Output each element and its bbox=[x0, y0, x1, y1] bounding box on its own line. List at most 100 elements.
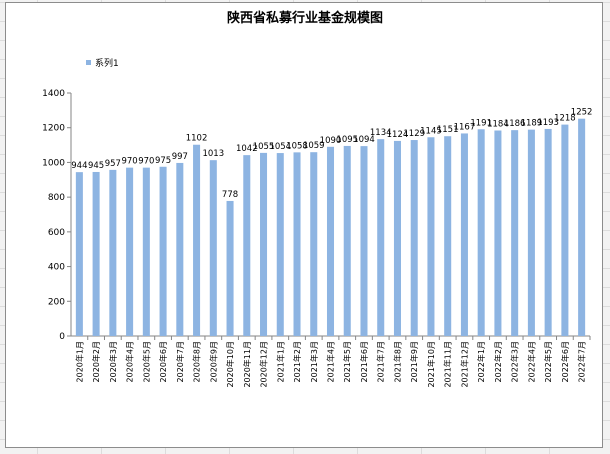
x-tick-label: 2020年5月 bbox=[141, 341, 151, 382]
legend: 系列1 bbox=[86, 57, 119, 69]
bar bbox=[477, 129, 485, 336]
bar bbox=[427, 137, 435, 336]
data-label: 970 bbox=[138, 157, 154, 167]
y-tick-label: 0 bbox=[59, 332, 65, 342]
x-tick-labels: 2020年1月 2020年2月 2020年3月 2020年4月 2020年5月 2020年… bbox=[74, 336, 591, 388]
data-label: 1151 bbox=[437, 125, 459, 135]
data-label: 975 bbox=[155, 156, 171, 166]
bar bbox=[92, 171, 100, 336]
x-tick-label: 2020年8月 bbox=[192, 341, 202, 382]
x-tick-label: 2021年3月 bbox=[309, 341, 319, 382]
bar bbox=[343, 145, 351, 336]
x-tick-label: 2022年1月 bbox=[476, 341, 486, 382]
x-tick-label: 2022年6月 bbox=[560, 341, 570, 382]
x-tick-label: 2021年9月 bbox=[409, 341, 419, 382]
x-tick-label: 2020年7月 bbox=[175, 341, 185, 382]
x-tick-label: 2021年7月 bbox=[376, 341, 386, 382]
x-tick-label: 2020年11月 bbox=[242, 341, 252, 388]
x-tick-label: 2021年5月 bbox=[342, 341, 352, 382]
data-label: 1054 bbox=[269, 142, 291, 152]
data-label: 944 bbox=[71, 161, 87, 171]
data-label: 957 bbox=[105, 159, 121, 169]
bar bbox=[176, 162, 184, 336]
x-tick-label: 2022年7月 bbox=[577, 341, 587, 382]
bar bbox=[109, 169, 117, 336]
x-tick-label: 2022年3月 bbox=[510, 341, 520, 382]
bar bbox=[126, 167, 134, 336]
data-label: 1189 bbox=[521, 119, 543, 129]
data-label: 1090 bbox=[320, 136, 342, 146]
data-label: 1129 bbox=[403, 129, 425, 139]
data-label: 1094 bbox=[353, 135, 375, 145]
bar bbox=[276, 153, 284, 336]
bar bbox=[511, 130, 519, 336]
y-tick-label: 400 bbox=[48, 263, 65, 273]
y-ticks: 0 200 400 600 800 1000 1200 1400 bbox=[42, 89, 71, 342]
x-tick-label: 2021年1月 bbox=[275, 341, 285, 382]
legend-swatch bbox=[86, 60, 91, 65]
y-tick-label: 200 bbox=[48, 297, 65, 307]
data-label: 1193 bbox=[537, 118, 559, 128]
x-tick-label: 2020年6月 bbox=[158, 341, 168, 382]
bar bbox=[460, 133, 468, 336]
data-label: 1058 bbox=[286, 141, 308, 151]
data-label: 1059 bbox=[303, 141, 325, 151]
bar bbox=[260, 152, 268, 336]
bar bbox=[377, 139, 385, 336]
y-tick-label: 1200 bbox=[42, 124, 65, 134]
y-tick-label: 1400 bbox=[42, 89, 65, 99]
x-tick-label: 2021年8月 bbox=[392, 341, 402, 382]
data-label: 1102 bbox=[186, 134, 208, 144]
bar bbox=[544, 128, 552, 336]
x-tick-label: 2020年3月 bbox=[108, 341, 118, 382]
data-label: 1095 bbox=[336, 135, 358, 145]
x-tick-label: 2020年12月 bbox=[259, 341, 269, 388]
data-label: 1184 bbox=[487, 119, 509, 129]
bar bbox=[360, 146, 368, 336]
bar bbox=[393, 140, 401, 336]
bars bbox=[75, 118, 586, 336]
x-tick-label: 2021年11月 bbox=[443, 341, 453, 388]
legend-entry: 系列1 bbox=[95, 57, 119, 69]
y-tick-label: 600 bbox=[48, 228, 65, 238]
data-label: 945 bbox=[88, 161, 104, 171]
y-tick-label: 800 bbox=[48, 193, 65, 203]
data-label: 1042 bbox=[236, 144, 258, 154]
data-label: 1167 bbox=[454, 122, 476, 132]
x-tick-label: 2020年10月 bbox=[225, 341, 235, 388]
x-tick-label: 2020年2月 bbox=[91, 341, 101, 382]
bar bbox=[444, 136, 452, 336]
bar bbox=[578, 118, 586, 336]
data-label: 778 bbox=[222, 190, 238, 200]
x-tick-label: 2022年2月 bbox=[493, 341, 503, 382]
data-label: 1124 bbox=[387, 130, 409, 140]
x-tick-label: 2021年12月 bbox=[459, 341, 469, 388]
data-label: 1013 bbox=[202, 149, 224, 159]
data-label: 1145 bbox=[420, 126, 442, 136]
y-tick-label: 1000 bbox=[42, 158, 65, 168]
data-label: 1252 bbox=[571, 108, 593, 118]
bar bbox=[142, 167, 150, 336]
bar bbox=[326, 146, 335, 336]
data-label: 1186 bbox=[504, 119, 526, 129]
data-label: 970 bbox=[121, 157, 137, 167]
chart-frame[interactable] bbox=[5, 2, 603, 448]
x-tick-label: 2020年1月 bbox=[74, 341, 84, 382]
bar bbox=[159, 166, 167, 336]
x-tick-label: 2020年9月 bbox=[208, 341, 218, 382]
bar bbox=[293, 152, 301, 336]
bar bbox=[410, 140, 418, 336]
bar bbox=[226, 200, 234, 336]
x-tick-label: 2021年6月 bbox=[359, 341, 369, 382]
x-tick-label: 2022年5月 bbox=[543, 341, 553, 382]
x-tick-label: 2020年4月 bbox=[125, 341, 135, 382]
bar bbox=[527, 129, 535, 336]
data-label: 1134 bbox=[370, 128, 392, 138]
bar bbox=[75, 172, 83, 336]
data-label: 1218 bbox=[554, 114, 576, 124]
bar bbox=[561, 124, 569, 336]
bar bbox=[310, 152, 318, 336]
data-label: 1055 bbox=[253, 142, 275, 152]
data-labels: 944 945 957 970 970 975 9971102101377810421055… bbox=[71, 108, 592, 200]
